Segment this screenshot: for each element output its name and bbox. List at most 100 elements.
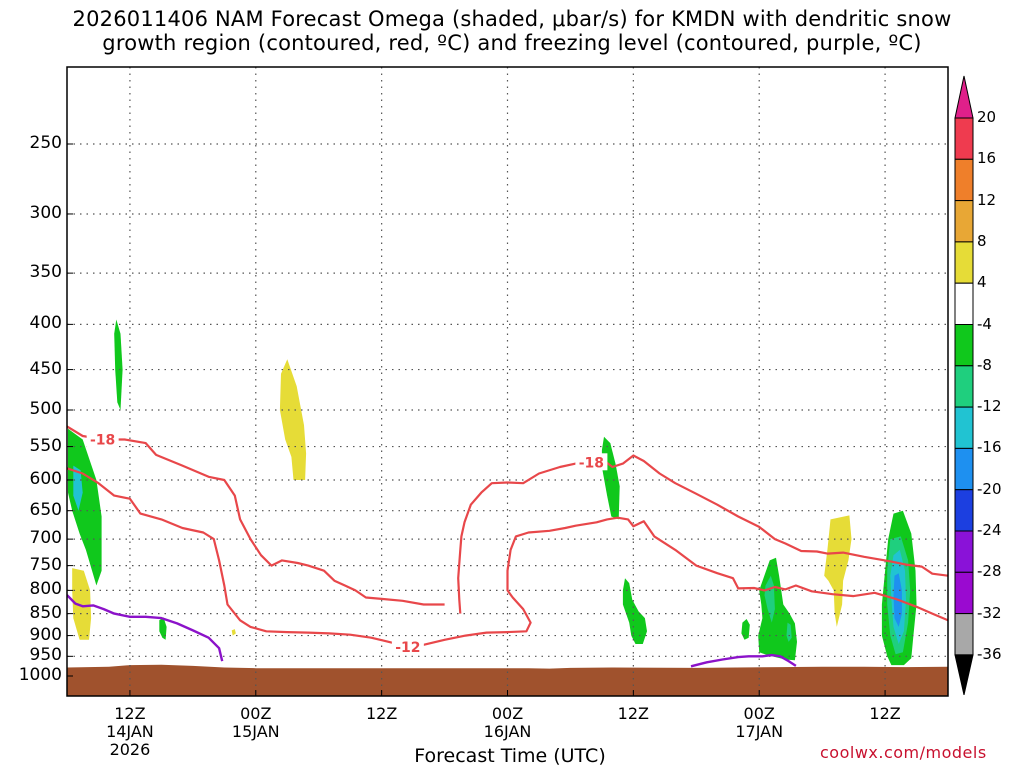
x-tick-label-line: 14JAN	[106, 722, 154, 741]
dgz-contour-1	[67, 467, 948, 646]
dgz-contour-label-bg-0	[86, 430, 119, 448]
colorbar-label: -4	[977, 314, 992, 333]
freezing-level-line-1	[690, 653, 797, 668]
x-tick-label: 00Z 17JAN	[719, 705, 799, 741]
omega-region-2	[72, 568, 92, 640]
x-tick-label-line: 12Z	[114, 704, 146, 723]
colorbar-bin-6	[954, 365, 974, 408]
y-tick-label: 450	[29, 358, 62, 379]
x-tick-label-line: 12Z	[869, 704, 901, 723]
chart-title-line-2: growth region (contoured, red, ºC) and f…	[102, 31, 922, 55]
colorbar-bin-1	[954, 158, 974, 202]
colorbar-bin-2	[954, 200, 974, 243]
y-tick-label: 1000	[18, 665, 62, 685]
y-tick-label: 500	[29, 399, 62, 419]
colorbar-bin-12	[954, 613, 974, 656]
dgz-contour-label-0: -18	[90, 433, 115, 449]
x-tick-label: 12Z 14JAN 2026	[90, 705, 170, 759]
colorbar-label: -32	[977, 603, 1002, 622]
omega-region-8	[622, 578, 647, 644]
y-tick-label: 300	[29, 202, 62, 223]
colorbar-label: -12	[977, 397, 1002, 416]
omega-region-9	[741, 619, 750, 640]
colorbar-bin-4	[954, 282, 974, 326]
colorbar-bin-11	[954, 571, 974, 615]
x-tick-label: 12Z	[342, 705, 422, 723]
x-tick-label-line: 15JAN	[231, 722, 280, 741]
y-tick-label: 550	[29, 435, 62, 456]
dgz-contour-label-1: -12	[395, 640, 420, 656]
y-tick-label: 600	[29, 468, 62, 489]
y-tick-label: 250	[29, 133, 62, 153]
colorbar-bin-8	[954, 447, 974, 491]
x-tick-label-line: 12Z	[617, 704, 649, 723]
y-tick-label: 650	[29, 499, 62, 520]
omega-region-3	[114, 319, 123, 410]
colorbar-label: -28	[977, 562, 1002, 581]
x-tick-label: 12Z	[845, 705, 925, 723]
y-tick-label: 850	[29, 602, 62, 623]
freezing-level-line-0	[67, 594, 224, 662]
y-tick-label: 950	[29, 645, 62, 666]
x-tick-label: 12Z	[593, 705, 673, 723]
colorbar-bin-5	[954, 324, 974, 367]
terrain-fill	[67, 664, 948, 696]
colorbar-label: -20	[977, 479, 1002, 498]
grid-layer	[67, 67, 948, 696]
y-tick-label: 900	[29, 624, 62, 645]
freezing-level-layer	[67, 594, 797, 668]
y-tick-label: 400	[29, 313, 62, 334]
colorbar-bin-10	[954, 530, 974, 573]
x-tick-label-line: 17JAN	[735, 722, 784, 741]
omega-region-0	[68, 428, 102, 586]
y-tick-label: 350	[29, 262, 62, 283]
colorbar-label: -8	[977, 355, 992, 374]
x-tick-label-line: 00Z	[743, 704, 775, 723]
y-tick-label: 700	[29, 528, 62, 549]
colorbar-label: 8	[977, 231, 987, 250]
source-credit: coolwx.com/models	[820, 743, 987, 762]
tick-marks-layer	[67, 143, 886, 696]
colorbar-bin-9	[954, 489, 974, 532]
x-tick-label-line: 16JAN	[483, 722, 532, 741]
colorbar-label: 12	[977, 190, 997, 209]
x-tick-label-line: 12Z	[365, 704, 398, 723]
x-tick-label-line: 00Z	[240, 704, 272, 723]
omega-region-13	[824, 515, 852, 627]
dgz-contour-label-2: -18	[579, 455, 604, 471]
omega-region-6	[231, 629, 236, 636]
omega-shading-layer	[68, 319, 917, 666]
plot-frame	[66, 66, 949, 697]
colorbar-label: 16	[977, 149, 997, 168]
colorbar-over-triangle	[954, 75, 974, 119]
y-tick-label: 750	[29, 554, 62, 575]
x-axis-title: Forecast Time (UTC)	[414, 745, 606, 767]
colorbar-bin-3	[954, 241, 974, 284]
chart-title-line-1: 2026011406 NAM Forecast Omega (shaded, μ…	[72, 7, 952, 31]
x-tick-label: 00Z 16JAN	[468, 705, 548, 741]
omega-region-1	[73, 465, 83, 511]
x-tick-label-line: 00Z	[491, 704, 524, 723]
colorbar-bin-7	[954, 406, 974, 449]
dgz-contour-2	[457, 454, 948, 614]
dgz-contour-label-bg-2	[575, 453, 608, 471]
omega-region-4	[159, 617, 167, 640]
x-tick-label: 00Z 15JAN	[216, 705, 296, 741]
y-tick-label: 800	[29, 579, 62, 600]
colorbar-label: -16	[977, 438, 1002, 457]
colorbar-label: 20	[977, 108, 997, 126]
colorbar-label: -24	[977, 521, 1002, 539]
colorbar-label: 4	[977, 273, 987, 292]
dgz-contour-label-bg-1	[391, 637, 424, 655]
colorbar-label: -36	[977, 644, 1002, 663]
x-tick-label-line: 2026	[109, 740, 151, 759]
colorbar	[954, 75, 974, 696]
colorbar-under-triangle	[954, 654, 974, 696]
terrain-layer	[67, 664, 948, 696]
omega-region-5	[279, 359, 307, 480]
omega-region-7	[601, 436, 620, 520]
dgz-contour-0	[67, 425, 445, 606]
colorbar-bin-0	[954, 117, 974, 160]
dgz-contour-layer: -18 -12 -18	[67, 425, 948, 656]
